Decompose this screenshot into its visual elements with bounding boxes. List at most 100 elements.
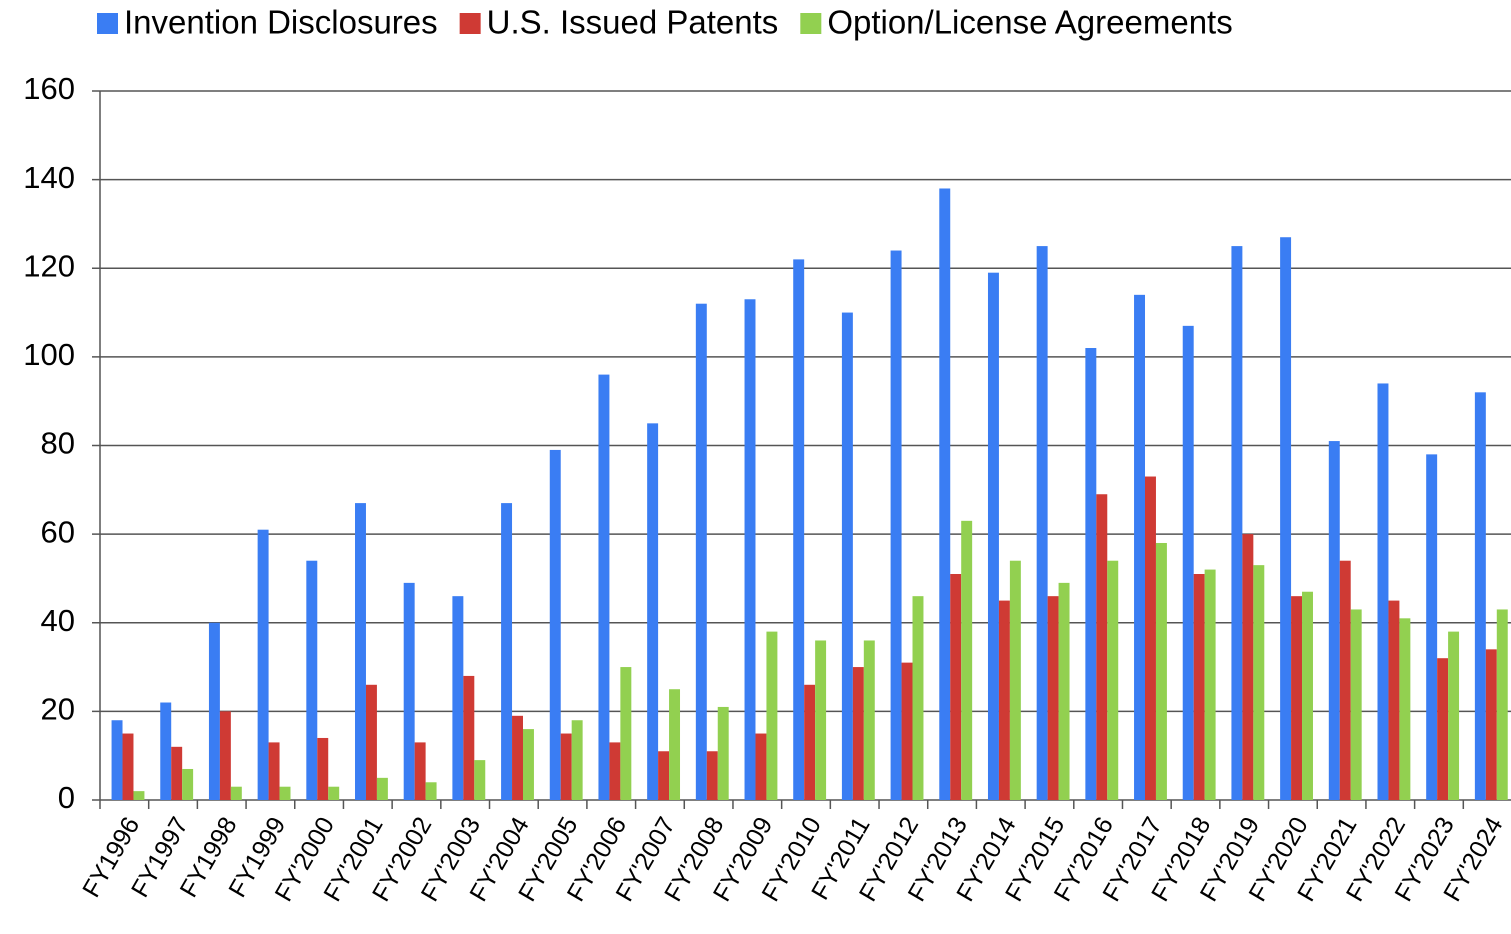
bar bbox=[403, 582, 415, 800]
y-tick-label: 20 bbox=[41, 692, 75, 727]
bar bbox=[912, 596, 924, 800]
bar bbox=[717, 706, 729, 800]
bar bbox=[658, 751, 670, 800]
y-tick-label: 0 bbox=[58, 780, 75, 815]
bar bbox=[1193, 574, 1205, 800]
bar bbox=[987, 272, 999, 800]
bar bbox=[306, 560, 318, 800]
bar bbox=[317, 737, 329, 800]
bar bbox=[1134, 294, 1146, 800]
bar bbox=[1036, 246, 1048, 800]
bar bbox=[1204, 569, 1216, 800]
legend-label: Option/License Agreements bbox=[827, 4, 1232, 41]
bar bbox=[560, 733, 572, 800]
bar bbox=[1302, 591, 1313, 800]
bar bbox=[1437, 658, 1449, 800]
bar bbox=[1291, 596, 1303, 800]
bar bbox=[230, 786, 242, 800]
y-tick-label: 140 bbox=[23, 160, 75, 195]
bar bbox=[171, 746, 183, 800]
bar bbox=[512, 715, 523, 800]
bar bbox=[961, 520, 973, 800]
bar bbox=[695, 303, 707, 800]
bar bbox=[501, 503, 513, 800]
bar bbox=[1474, 392, 1486, 800]
y-tick-label: 120 bbox=[23, 248, 75, 283]
bar bbox=[1242, 534, 1254, 800]
bar bbox=[1047, 596, 1059, 800]
bar bbox=[463, 675, 475, 800]
bar bbox=[1388, 600, 1400, 800]
bar bbox=[1231, 246, 1243, 800]
bar bbox=[609, 742, 621, 800]
bar bbox=[598, 374, 610, 800]
bar bbox=[1182, 325, 1194, 800]
bar bbox=[279, 786, 291, 800]
bar bbox=[1280, 237, 1292, 800]
bar bbox=[1485, 649, 1497, 800]
y-tick-label: 100 bbox=[23, 337, 75, 372]
bar bbox=[452, 596, 464, 800]
legend-label: U.S. Issued Patents bbox=[487, 4, 779, 41]
bar bbox=[1058, 582, 1070, 800]
bar bbox=[950, 574, 962, 800]
bar bbox=[815, 640, 827, 800]
bar bbox=[1328, 441, 1340, 800]
bar bbox=[669, 689, 681, 800]
bar bbox=[111, 720, 123, 800]
bar bbox=[355, 503, 366, 800]
bar bbox=[1096, 494, 1108, 800]
bar bbox=[328, 786, 340, 800]
bar bbox=[122, 733, 134, 800]
bar bbox=[376, 777, 388, 800]
bar bbox=[257, 529, 269, 800]
bar bbox=[182, 768, 194, 800]
bar bbox=[901, 662, 913, 800]
bar bbox=[1399, 618, 1411, 800]
bar bbox=[1426, 454, 1438, 800]
bar bbox=[755, 733, 767, 800]
bar bbox=[852, 667, 864, 800]
bar bbox=[414, 742, 426, 800]
bar bbox=[1107, 560, 1119, 800]
bar bbox=[1253, 565, 1265, 800]
bar bbox=[863, 640, 875, 800]
bar bbox=[1145, 476, 1156, 800]
bar bbox=[1496, 609, 1508, 800]
bar bbox=[804, 684, 816, 800]
legend-swatch bbox=[800, 13, 822, 34]
y-tick-label: 80 bbox=[41, 426, 75, 461]
bar bbox=[890, 250, 902, 800]
bar bbox=[766, 631, 778, 800]
bar bbox=[1350, 609, 1362, 800]
bar bbox=[365, 684, 377, 800]
legend-label: Invention Disclosures bbox=[124, 4, 438, 41]
bar bbox=[1377, 383, 1389, 800]
bar bbox=[744, 299, 756, 800]
bar bbox=[571, 720, 583, 800]
bar bbox=[1155, 542, 1167, 800]
bar bbox=[268, 742, 280, 800]
bar bbox=[208, 622, 220, 800]
y-tick-label: 40 bbox=[41, 603, 75, 638]
bar bbox=[133, 791, 145, 800]
bar bbox=[647, 423, 659, 800]
y-tick-label: 160 bbox=[23, 71, 75, 106]
bar bbox=[474, 760, 486, 800]
bar bbox=[620, 667, 632, 800]
bar bbox=[939, 188, 951, 801]
bar bbox=[522, 729, 534, 800]
bar bbox=[1009, 560, 1021, 800]
bar bbox=[841, 312, 853, 800]
y-tick-label: 60 bbox=[41, 514, 75, 549]
bar bbox=[160, 702, 172, 800]
legend-swatch bbox=[97, 13, 118, 34]
bar bbox=[1085, 348, 1097, 800]
bar bbox=[549, 449, 561, 800]
bar bbox=[1448, 631, 1460, 800]
bar bbox=[425, 782, 437, 800]
bar bbox=[1339, 560, 1351, 800]
bar bbox=[793, 259, 805, 800]
bar bbox=[706, 751, 718, 800]
